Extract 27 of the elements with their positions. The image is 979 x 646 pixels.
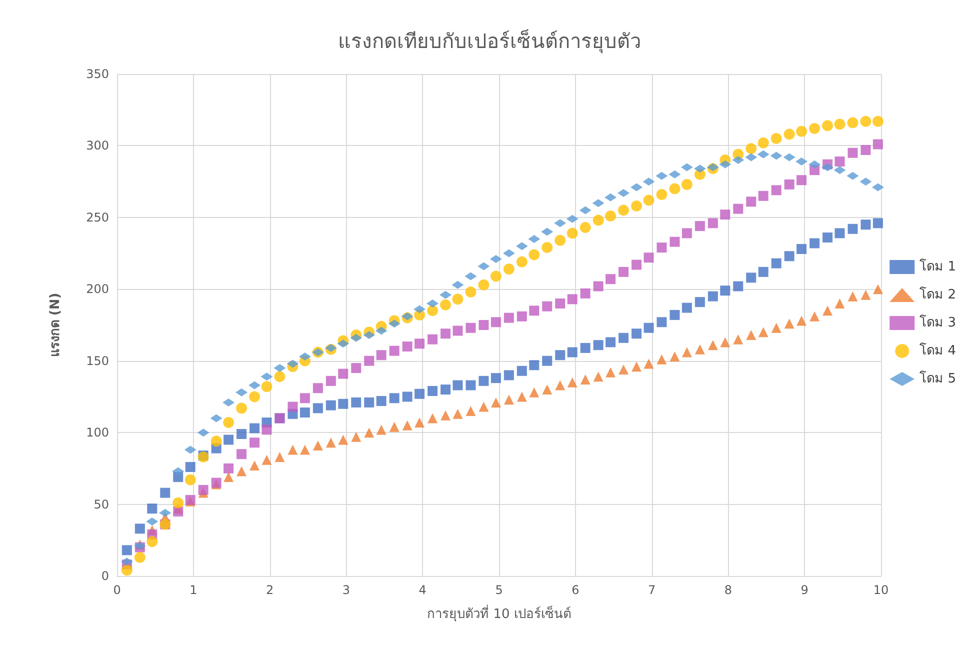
x-tick-label: 4 bbox=[418, 583, 426, 597]
x-tick-label: 2 bbox=[266, 583, 274, 597]
x-tick-label: 9 bbox=[800, 583, 808, 597]
y-tick-label: 150 bbox=[86, 354, 109, 368]
x-tick-label: 7 bbox=[648, 583, 656, 597]
x-tick-label: 3 bbox=[342, 583, 350, 597]
legend-label: โดม 3 bbox=[920, 314, 956, 330]
x-tick-label: 8 bbox=[724, 583, 732, 597]
y-tick-label: 250 bbox=[86, 210, 109, 224]
legend-label: โดม 4 bbox=[920, 342, 956, 358]
x-tick-label: 1 bbox=[190, 583, 198, 597]
y-tick-label: 350 bbox=[86, 67, 109, 81]
legend-label: โดม 2 bbox=[920, 286, 956, 302]
y-axis-title: แรงกด (N) bbox=[48, 292, 63, 358]
legend-label: โดม 1 bbox=[920, 258, 956, 274]
x-tick-label: 6 bbox=[572, 583, 580, 597]
y-tick-label: 300 bbox=[86, 138, 109, 153]
x-tick-label: 5 bbox=[495, 583, 503, 597]
legend-label: โดม 5 bbox=[920, 370, 956, 386]
y-tick-label: 0 bbox=[101, 569, 109, 583]
x-tick-label: 0 bbox=[113, 583, 121, 597]
x-axis-title: การยุบตัวที่ 10 เปอร์เซ็นต์ bbox=[427, 604, 571, 622]
chart-title: แรงกดเทียบกับเปอร์เซ็นต์การยุบตัว bbox=[338, 28, 641, 54]
y-tick-label: 50 bbox=[94, 497, 109, 512]
y-tick-label: 200 bbox=[86, 282, 109, 296]
x-tick-label: 10 bbox=[873, 583, 889, 597]
y-tick-label: 100 bbox=[86, 426, 109, 440]
